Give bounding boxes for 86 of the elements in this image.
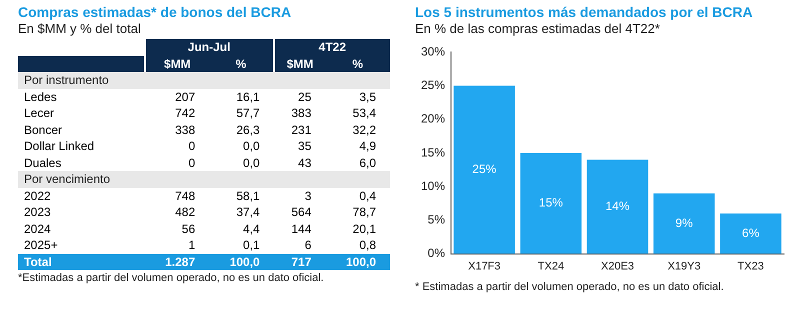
data-label: 1.287 xyxy=(144,254,210,270)
chart-subtitle: En % de las compras estimadas del 4T22* xyxy=(415,21,661,36)
data-label: 26,3 xyxy=(235,122,261,138)
bar xyxy=(454,86,515,254)
y-tick-label: 0% xyxy=(428,246,446,260)
x-tick-label: $MM xyxy=(144,56,210,72)
data-label: 20,1 xyxy=(352,220,377,237)
chart-title: Los 5 instrumentos más demandados por el BCRA xyxy=(415,4,754,20)
text: 4T22 xyxy=(274,39,390,56)
data-label: 25 xyxy=(297,88,312,105)
data-label: 717 xyxy=(274,254,326,270)
y-tick-label: Ledes xyxy=(23,88,58,105)
y-tick-label: 20% xyxy=(420,112,446,126)
y-tick-label: Por instrumento xyxy=(18,72,145,88)
data-label: 6% xyxy=(742,226,760,240)
data-label: 56 xyxy=(180,220,196,237)
bar xyxy=(720,213,782,254)
data-label: 742 xyxy=(174,105,196,122)
y-tick-label: 2023 xyxy=(23,204,52,220)
text: * Estimadas a partir del volumen operado, no es un dato oficial. xyxy=(415,281,725,294)
data-label: 748 xyxy=(174,188,196,204)
data-label: 0,8 xyxy=(358,237,377,254)
data-label: 207 xyxy=(174,88,196,105)
y-tick-label: Por vencimiento xyxy=(18,171,145,188)
y-tick-label: 2025+ xyxy=(23,237,59,254)
data-label: 16,1 xyxy=(235,88,261,105)
data-label: 0,0 xyxy=(242,154,261,171)
data-label: 9% xyxy=(675,216,694,230)
data-label: 4,4 xyxy=(242,220,261,237)
y-tick-label: 30% xyxy=(420,44,446,59)
data-label: 3 xyxy=(304,188,312,204)
data-label: 35 xyxy=(297,138,312,154)
x-tick-label: % xyxy=(209,56,274,72)
x-tick-label: X17F3 xyxy=(468,260,501,272)
data-label: 338 xyxy=(174,122,196,138)
data-label: 1 xyxy=(187,237,196,254)
data-label: 0,0 xyxy=(242,138,261,154)
x-tick-label: TX24 xyxy=(538,260,564,272)
data-label: 6,0 xyxy=(358,154,377,171)
bar xyxy=(586,160,648,254)
data-label: 3,5 xyxy=(358,88,377,105)
data-label: 100,0 xyxy=(325,254,390,270)
y-tick-label: Boncer xyxy=(23,122,64,138)
data-label: 25% xyxy=(472,162,497,176)
x-tick-label: TX23 xyxy=(738,260,764,272)
data-label: 32,2 xyxy=(352,122,377,138)
data-label: 144 xyxy=(290,220,312,237)
y-tick-label: Duales xyxy=(23,154,62,171)
data-label: 482 xyxy=(174,204,196,220)
y-tick-label: Dollar Linked xyxy=(23,138,96,154)
bar xyxy=(520,153,582,254)
data-label: 37,4 xyxy=(235,204,261,220)
data-label: 100,0 xyxy=(209,254,274,270)
y-tick-label: 10% xyxy=(420,178,446,193)
x-tick-label: $MM xyxy=(274,56,326,72)
data-label: 0,4 xyxy=(358,188,377,204)
data-label: 53,4 xyxy=(352,105,377,122)
data-label: 564 xyxy=(290,204,312,220)
y-tick-label: 15% xyxy=(420,145,446,160)
y-tick-label: Lecer xyxy=(23,105,56,122)
data-label: 58,1 xyxy=(235,188,261,204)
y-tick-label: 2024 xyxy=(23,220,52,237)
text: Jun-Jul xyxy=(144,39,274,56)
y-tick-label: 2022 xyxy=(23,188,52,204)
data-label: 15% xyxy=(538,196,564,210)
data-label: 0,1 xyxy=(242,237,261,254)
data-label: 231 xyxy=(290,122,312,138)
text: *Estimadas a partir del volumen operado, no es un dato oficial. xyxy=(18,272,325,285)
data-label: 383 xyxy=(290,105,312,122)
x-tick-label: X19Y3 xyxy=(668,260,701,272)
data-label: 14% xyxy=(605,199,630,214)
data-label: 4,9 xyxy=(358,138,377,154)
x-tick-label: X20E3 xyxy=(600,260,634,272)
data-label: 0 xyxy=(187,154,196,171)
chart-title: Compras estimadas* de bonos del BCRA xyxy=(18,4,292,20)
bar xyxy=(653,193,715,254)
data-label: 57,7 xyxy=(235,105,261,122)
y-tick-label: Total xyxy=(18,254,145,270)
y-tick-label: 25% xyxy=(420,78,446,92)
data-label: 6 xyxy=(304,237,312,254)
data-label: 0 xyxy=(187,138,196,154)
chart-subtitle: En $MM y % del total xyxy=(18,21,142,36)
data-label: 43 xyxy=(297,154,312,171)
x-tick-label: % xyxy=(325,56,390,72)
data-label: 78,7 xyxy=(352,204,377,220)
y-tick-label: 5% xyxy=(428,212,446,227)
